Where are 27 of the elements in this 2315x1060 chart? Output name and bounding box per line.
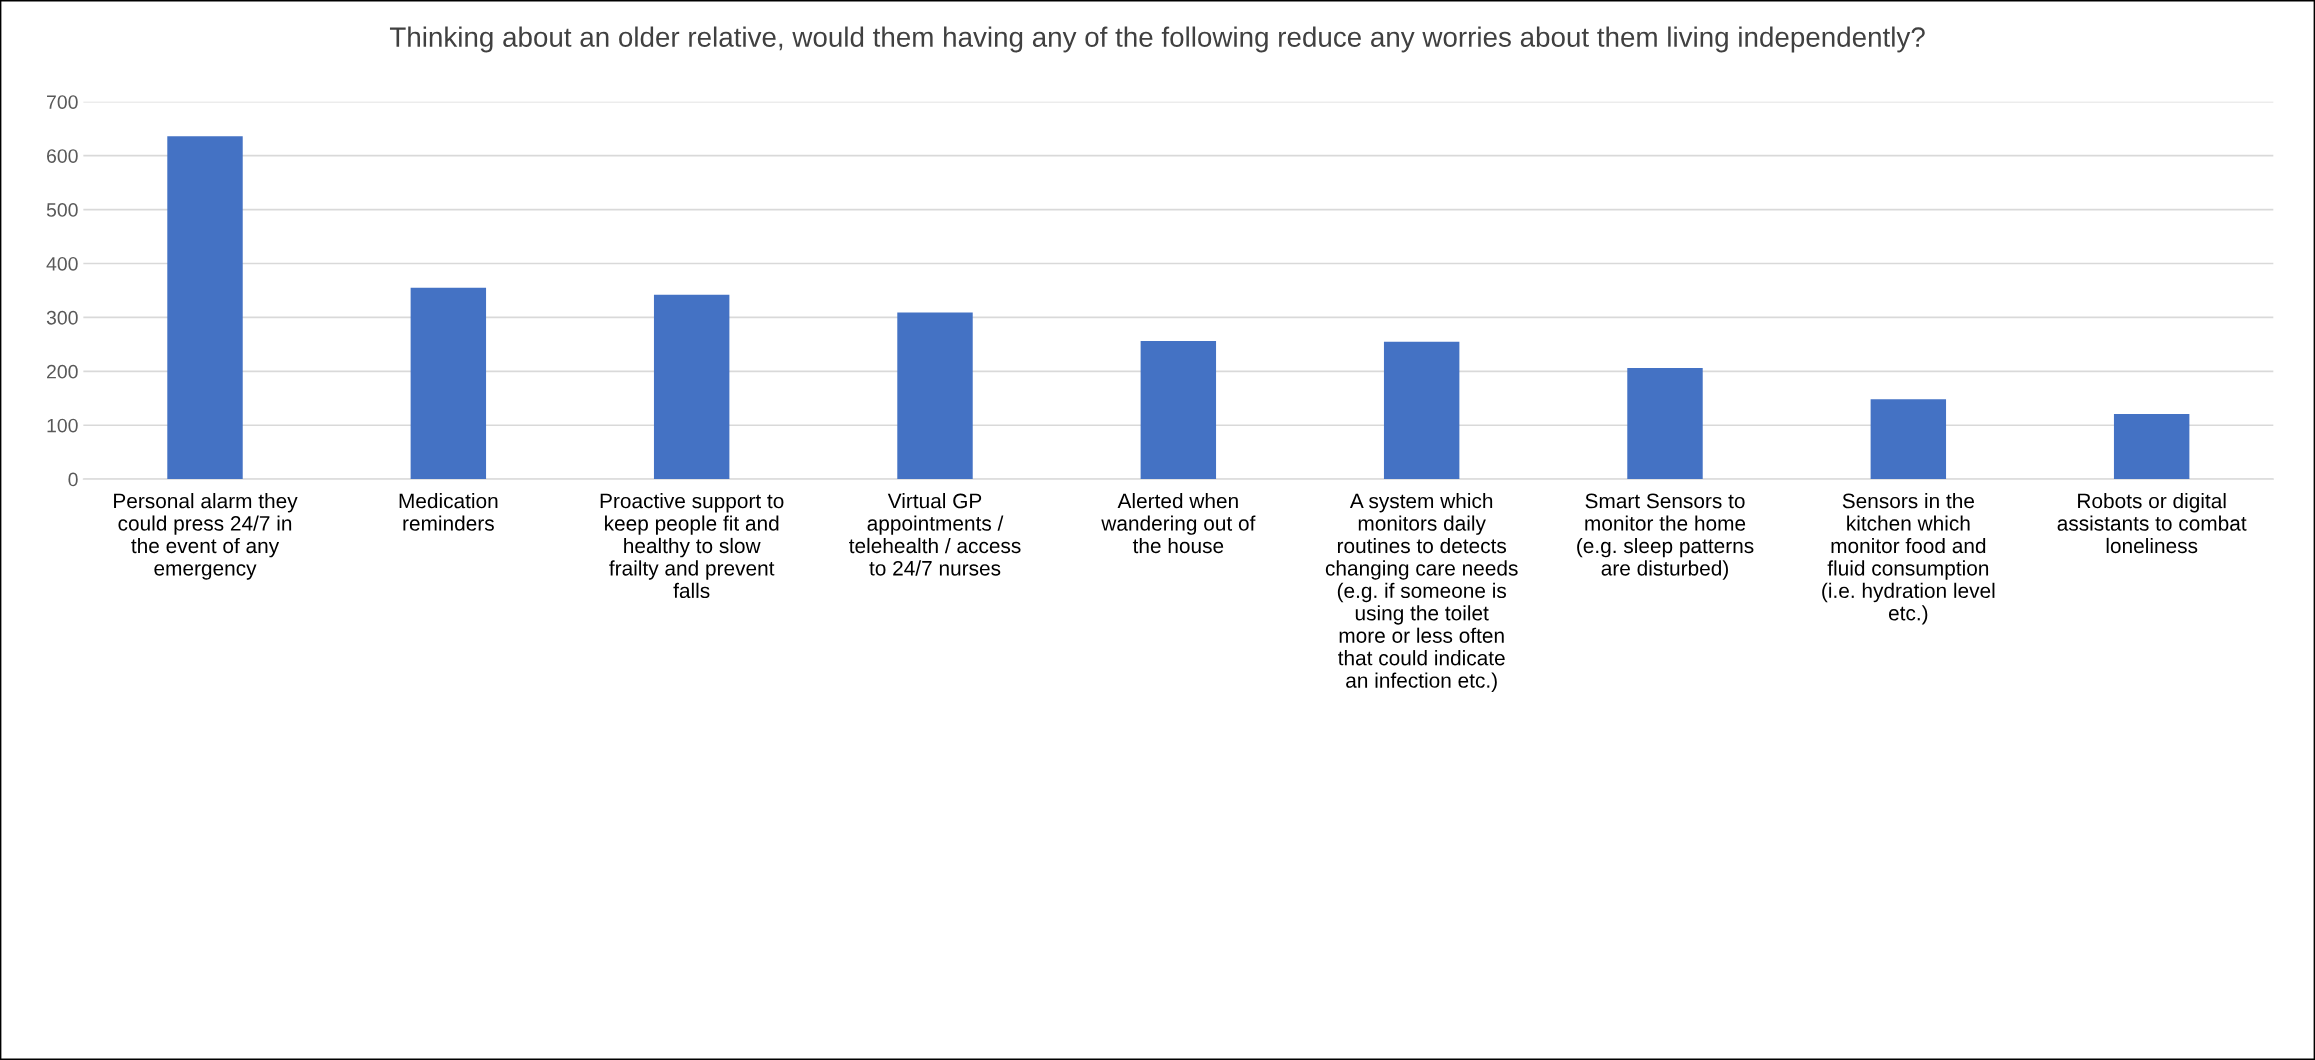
- x-tick-label: Proactive support to keep people fit and healthy to slow frailty and prevent falls: [600, 493, 784, 599]
- x-tick-label: Sensors in the kitchen which monitor food and fluid consumption (i.e. hydration level etc.): [1822, 493, 1995, 625]
- bar: [1383, 341, 1460, 480]
- bar: [410, 287, 487, 480]
- y-tick-label: 300: [46, 310, 78, 325]
- x-tick-label: Robots or digital assistants to combat loneliness: [2057, 493, 2247, 554]
- y-tick-label: 600: [47, 149, 78, 163]
- bar: [897, 312, 973, 480]
- bar: [1627, 368, 1703, 480]
- x-tick-label: Virtual GP appointments / telehealth / access to 24/7 nurses: [849, 493, 1021, 576]
- category-label: A system which monitors daily routines to detects changing care needs (e.g. if someone is using the toilet more or less often that could indicate an infection etc.): [1325, 493, 1518, 692]
- y-tick-label: 700: [47, 95, 78, 109]
- bar: [1140, 341, 1217, 480]
- y-tick-label: 100: [47, 418, 78, 433]
- bar: [2113, 413, 2190, 480]
- bar: [1870, 399, 1947, 480]
- x-tick-label: Alerted when wandering out of the house: [1101, 493, 1256, 554]
- bar: [167, 136, 243, 480]
- x-tick-label: Personal alarm they could press 24/7 in the event of any emergency: [114, 493, 298, 580]
- x-tick-label: Smart Sensors to monitor the home (e.g. sleep patterns are disturbed): [1577, 493, 1754, 580]
- bar: [653, 294, 730, 480]
- x-tick-label: Medication reminders: [399, 493, 498, 531]
- chart-title: Thinking about an older relative, would them having any of the following reduce any worries about them living independently?: [389, 26, 1925, 53]
- y-tick-label: 400: [46, 256, 78, 271]
- y-tick-label: 200: [47, 364, 78, 379]
- y-tick-label: 0: [68, 472, 78, 487]
- y-tick-label: 500: [46, 203, 78, 217]
